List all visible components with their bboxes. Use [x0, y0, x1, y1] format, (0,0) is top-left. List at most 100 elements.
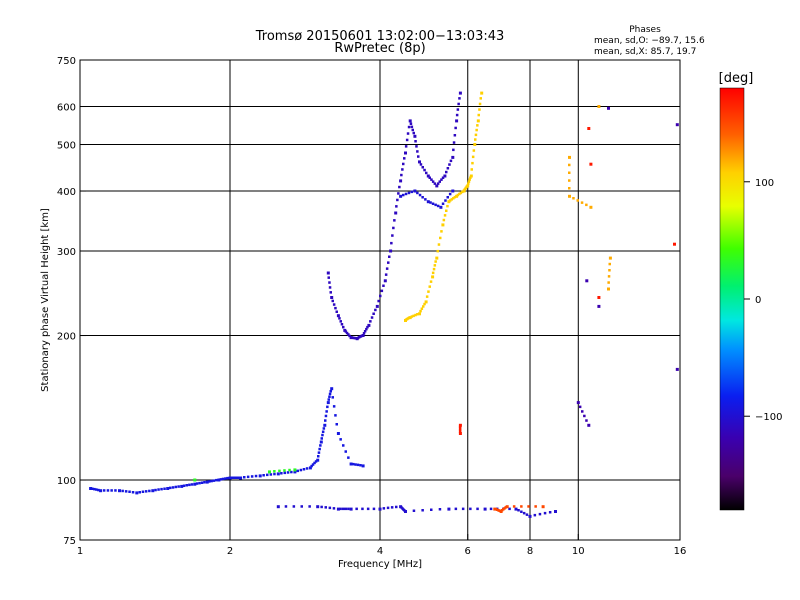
data-point-interp	[428, 176, 431, 179]
data-point-interp	[443, 214, 447, 217]
data-point-interp	[121, 489, 124, 493]
data-point-interp	[363, 330, 367, 333]
data-point	[675, 367, 679, 371]
x-axis-label: Frequency [MHz]	[338, 559, 422, 570]
data-point-interp	[302, 468, 306, 471]
data-point-interp	[418, 193, 422, 197]
data-point-interp	[581, 410, 584, 413]
data-point-interp	[328, 395, 331, 398]
data-point	[476, 119, 480, 123]
data-point-interp	[327, 398, 330, 401]
y-tick-label: 100	[57, 476, 76, 487]
data-point-interp	[608, 269, 611, 272]
y-tick-label: 750	[57, 56, 76, 67]
data-point	[205, 480, 209, 484]
y-tick-label: 600	[57, 103, 76, 114]
data-point	[528, 514, 532, 518]
data-point	[568, 194, 571, 198]
data-point-interp	[406, 132, 410, 135]
data-point-interp	[450, 198, 453, 201]
data-point-interp	[326, 405, 329, 409]
data-point-interp	[520, 505, 523, 508]
data-point-interp	[461, 507, 465, 511]
data-point-interp	[412, 314, 415, 318]
data-point-interp	[219, 478, 223, 481]
data-point	[597, 304, 601, 308]
data-point-interp	[568, 179, 571, 182]
data-point	[293, 468, 297, 472]
data-point-interp	[329, 291, 332, 294]
data-point-interp	[508, 507, 511, 511]
data-point-interp	[522, 511, 526, 515]
data-point-interp	[456, 108, 460, 111]
data-point-interp	[335, 423, 338, 426]
y-axis-ticks: 75 100 200 300 400 500 600 750	[57, 56, 86, 547]
data-point-interp	[414, 313, 417, 317]
data-point	[228, 476, 232, 480]
data-point-interp	[283, 469, 286, 472]
data-point-interp	[393, 219, 396, 222]
data-point-interp	[440, 178, 443, 181]
data-point	[435, 256, 439, 260]
data-point	[383, 279, 387, 283]
data-point-interp	[372, 312, 375, 315]
data-point-interp	[215, 478, 218, 482]
data-point-interp	[449, 159, 453, 163]
data-point	[336, 432, 340, 435]
data-point-interp	[102, 489, 106, 492]
data-point-interp	[436, 204, 440, 208]
data-point-interp	[458, 192, 461, 196]
data-point-interp	[398, 185, 401, 189]
x-tick-label: 4	[377, 546, 383, 557]
data-point-interp	[321, 430, 325, 433]
data-point-interp	[324, 419, 327, 422]
data-point-interp	[436, 182, 440, 185]
data-point-interp	[407, 316, 411, 320]
data-point	[99, 489, 103, 493]
data-point	[330, 296, 334, 299]
data-point-interp	[405, 138, 409, 142]
data-point-interp	[576, 199, 579, 202]
data-point	[451, 155, 455, 159]
data-point-interp	[502, 508, 505, 511]
data-point-interp	[403, 157, 406, 160]
data-point-interp	[160, 487, 163, 491]
data-point	[316, 458, 320, 462]
data-point-interp	[448, 163, 451, 166]
data-point-interp	[525, 513, 529, 516]
data-point-interp	[171, 486, 175, 489]
data-point-interp	[430, 178, 433, 181]
data-point-interp	[440, 230, 443, 233]
data-point-interp	[454, 507, 458, 511]
data-point-interp	[232, 476, 236, 479]
data-point-interp	[331, 299, 334, 303]
phases-heading: Phases	[629, 25, 661, 35]
data-points	[89, 91, 679, 518]
data-point	[418, 160, 421, 164]
data-point-interp	[208, 480, 211, 483]
data-point-interp	[410, 315, 414, 318]
data-point-interp	[97, 488, 100, 492]
data-point-interp	[468, 178, 471, 181]
data-point	[308, 466, 312, 470]
data-point-interp	[352, 462, 355, 466]
data-point-interp	[374, 308, 377, 312]
data-point-interp	[332, 507, 336, 510]
data-point-interp	[455, 113, 459, 117]
data-point-interp	[347, 507, 350, 511]
data-point-interp	[138, 491, 141, 494]
data-point-interp	[411, 128, 414, 132]
x-axis-ticks: 1 2 4 6 8 10 16	[77, 534, 686, 557]
data-point	[443, 174, 447, 178]
data-point-interp	[284, 505, 288, 508]
data-point	[399, 179, 403, 183]
data-point-interp	[352, 336, 355, 340]
data-point	[597, 296, 601, 299]
data-point	[426, 200, 430, 204]
data-point-interp	[431, 180, 435, 183]
y-axis-label: Stationary phase Virtual Height [km]	[40, 208, 51, 392]
data-point-interp	[452, 141, 456, 144]
data-point-interp	[419, 309, 422, 313]
data-point-interp	[433, 182, 437, 185]
data-point-interp	[410, 190, 413, 194]
